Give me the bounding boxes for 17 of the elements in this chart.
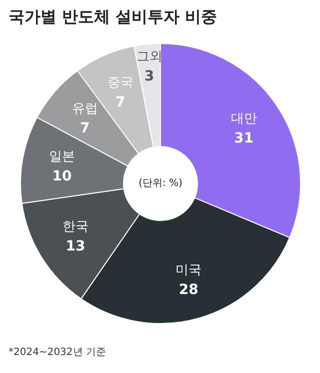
text: (단위: %) [138, 178, 183, 189]
text: *2024~2032년 기준 [8, 347, 106, 358]
slice-label: 미국 [176, 262, 202, 278]
slice-label: 유럽 [72, 102, 98, 117]
slice-label: 한국 [62, 220, 89, 235]
slice-label: 그외 [136, 50, 162, 65]
chart-title: 국가별 반도체 설비투자 비중 [8, 7, 218, 26]
data-label: 7 [116, 94, 126, 110]
data-label: 7 [80, 120, 90, 137]
data-label: 31 [234, 130, 254, 147]
data-label: 28 [178, 282, 198, 298]
slice-label: 일본 [49, 150, 76, 165]
slice-label: 중국 [107, 75, 134, 90]
data-label: 3 [144, 68, 154, 85]
data-label: 13 [66, 238, 86, 255]
data-label: 10 [52, 168, 72, 185]
slice-label: 대만 [230, 112, 257, 127]
